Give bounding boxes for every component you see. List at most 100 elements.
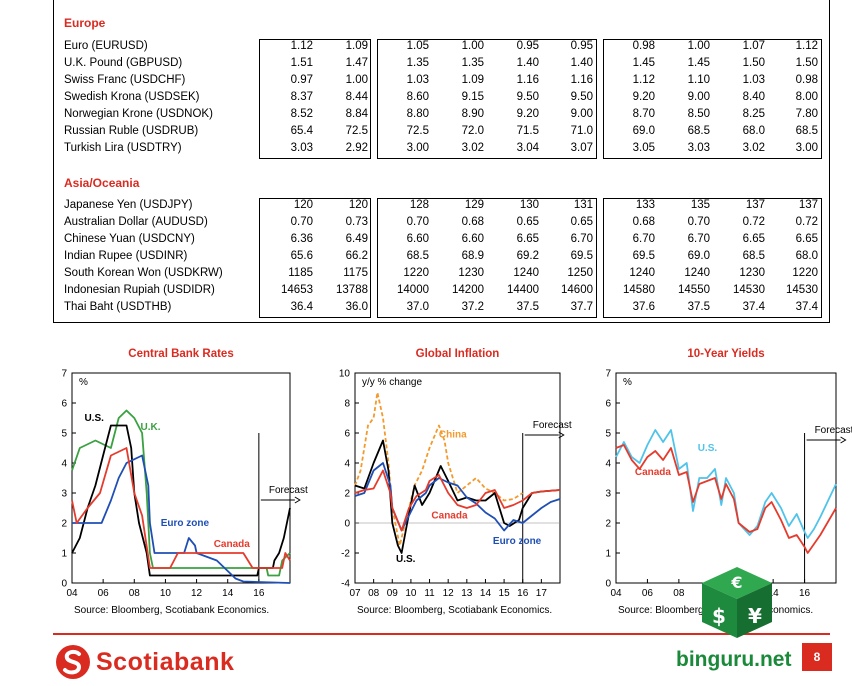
x-tick-label: 12 xyxy=(443,588,455,599)
forecast-value: 72.5 xyxy=(406,125,429,137)
x-tick-label: 08 xyxy=(368,588,380,599)
forecast-value: 69.5 xyxy=(632,250,655,262)
y-axis-label: % xyxy=(79,377,88,388)
currency-name: Norwegian Krone (USDNOK) xyxy=(64,108,213,120)
forecast-value: 0.72 xyxy=(742,216,765,228)
forecast-value: 9.00 xyxy=(570,108,593,120)
forecast-value: 1240 xyxy=(513,267,539,279)
forecast-value: 6.65 xyxy=(795,233,818,245)
forecast-value: 0.65 xyxy=(570,216,593,228)
y-tick-label: -2 xyxy=(341,549,350,560)
forecast-value: 37.0 xyxy=(406,301,429,313)
forecast-value: 14200 xyxy=(452,284,484,296)
brand-name: Scotiabank xyxy=(96,648,235,676)
x-tick-label: 17 xyxy=(536,588,548,599)
forecast-value: 69.5 xyxy=(570,250,593,262)
y-tick-label: 6 xyxy=(605,399,611,410)
table-box xyxy=(377,198,597,318)
y-tick-label: 4 xyxy=(61,459,67,470)
series-line xyxy=(615,444,837,554)
table-row: Euro (EURUSD) 1.12 1.09 1.05 1.00 0.95 0.95 0.9… xyxy=(0,40,852,57)
forecast-value: 65.6 xyxy=(290,250,313,262)
forecast-value: 14530 xyxy=(786,284,818,296)
section-title: Asia/Oceania xyxy=(64,176,140,190)
y-tick-label: 10 xyxy=(339,369,351,380)
forecast-value: 3.00 xyxy=(406,142,429,154)
forecast-value: 69.0 xyxy=(687,250,710,262)
forecast-value: 1175 xyxy=(343,267,368,279)
series-label: Euro zone xyxy=(493,536,542,547)
forecast-value: 72.0 xyxy=(461,125,484,137)
forecast-value: 1185 xyxy=(288,267,313,279)
forecast-value: 9.00 xyxy=(687,91,710,103)
forecast-value: 68.5 xyxy=(742,250,765,262)
series-label: Canada xyxy=(214,539,251,550)
forecast-value: 1.35 xyxy=(461,57,484,69)
forecast-value: 9.20 xyxy=(632,91,655,103)
forecast-value: 36.4 xyxy=(290,301,313,313)
y-tick-label: 5 xyxy=(605,429,611,440)
forecast-value: 6.49 xyxy=(345,233,368,245)
x-tick-label: 04 xyxy=(66,588,78,599)
chart-title: 10-Year Yields xyxy=(687,348,764,360)
forecast-value: 6.60 xyxy=(461,233,484,245)
footer-rule xyxy=(53,633,830,635)
forecast-value: 1.45 xyxy=(632,57,655,69)
series-line xyxy=(72,454,291,584)
forecast-value: 0.65 xyxy=(516,216,539,228)
forecast-value: 137 xyxy=(798,199,818,211)
forecast-value: 1220 xyxy=(403,267,429,279)
currency-name: Turkish Lira (USDTRY) xyxy=(64,142,182,154)
forecast-value: 3.05 xyxy=(632,142,655,154)
series-line xyxy=(71,447,291,569)
forecast-value: 120 xyxy=(348,199,368,211)
x-tick-label: 06 xyxy=(642,588,654,599)
forecast-value: 9.20 xyxy=(516,108,539,120)
series-line xyxy=(71,424,291,577)
forecast-value: 135 xyxy=(690,199,710,211)
y-tick-label: 4 xyxy=(605,459,611,470)
x-tick-label: 10 xyxy=(160,588,172,599)
forecast-value: 1.45 xyxy=(687,57,710,69)
y-tick-label: 2 xyxy=(61,519,67,530)
series-label: U.S. xyxy=(84,413,104,424)
forecast-value: 1.09 xyxy=(345,40,368,52)
table-box xyxy=(603,39,822,159)
y-tick-label: 0 xyxy=(605,579,611,590)
forecast-value: 0.98 xyxy=(632,40,655,52)
currency-name: U.K. Pound (GBPUSD) xyxy=(64,57,183,69)
forecast-value: 8.00 xyxy=(795,91,818,103)
forecast-value: 1.35 xyxy=(406,57,429,69)
forecast-value: 1.51 xyxy=(290,57,313,69)
series-line xyxy=(354,469,561,532)
forecast-value: 0.95 xyxy=(570,40,593,52)
currency-name: Indian Rupee (USDINR) xyxy=(64,250,188,262)
forecast-value: 0.95 xyxy=(516,40,539,52)
forecast-value: 1.16 xyxy=(570,74,593,86)
forecast-value: 9.15 xyxy=(461,91,484,103)
watermark-text: binguru.net xyxy=(676,648,792,671)
forecast-value: 8.44 xyxy=(345,91,368,103)
forecast-value: 1230 xyxy=(458,267,484,279)
forecast-value: 68.5 xyxy=(406,250,429,262)
forecast-value: 8.50 xyxy=(687,108,710,120)
currency-name: Euro (EURUSD) xyxy=(64,40,148,52)
x-tick-label: 15 xyxy=(499,588,511,599)
forecast-value: 36.0 xyxy=(345,301,368,313)
forecast-value: 1.12 xyxy=(290,40,313,52)
chart-svg: Global Inflation -4 -2 0 2 4 6 8 10 07 08 09 10 11 12 1… xyxy=(339,348,572,616)
forecast-value: 128 xyxy=(409,199,429,211)
table-box xyxy=(603,198,822,318)
forecast-value: 14600 xyxy=(561,284,593,296)
y-tick-label: -4 xyxy=(341,579,350,590)
tables-frame xyxy=(53,0,830,323)
forecast-value: 1.16 xyxy=(516,74,539,86)
forecast-label: Forecast xyxy=(269,485,308,496)
forecast-value: 1.00 xyxy=(461,40,484,52)
currency-name: Australian Dollar (AUDUSD) xyxy=(64,216,208,228)
table-box xyxy=(259,198,371,318)
table-row: South Korean Won (USDKRW) 1185 1175 1220 123… xyxy=(0,267,852,284)
currency-name: Russian Ruble (USDRUB) xyxy=(64,125,199,137)
chart-title: Central Bank Rates xyxy=(128,348,233,360)
currency-name: Chinese Yuan (USDCNY) xyxy=(64,233,195,245)
